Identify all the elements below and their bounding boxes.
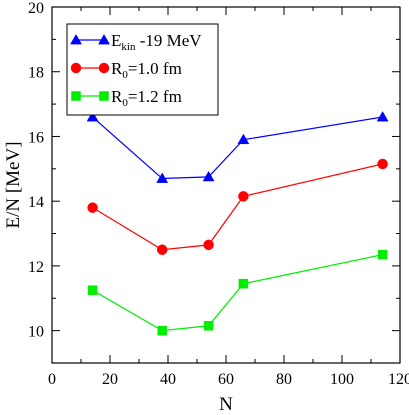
x-tick-label: 100: [330, 371, 354, 388]
data-point: [87, 285, 98, 295]
data-point: [203, 239, 214, 251]
data-point: [202, 170, 215, 182]
data-point: [86, 111, 99, 122]
legend-label-rest: =1.2 fm: [128, 87, 182, 106]
data-point: [157, 325, 167, 336]
y-tick-label: 14: [28, 194, 44, 211]
legend-label-sub: kin: [121, 41, 136, 53]
y-tick-label: 20: [28, 0, 44, 17]
legend-label-sub: 0: [122, 97, 128, 109]
legend-marker-right: [99, 91, 109, 101]
legend-label-rest: =1.0 fm: [128, 59, 182, 78]
legend-label: R0=1.2 fm: [111, 87, 182, 109]
series-line: [92, 163, 383, 251]
plot-area: 0 20 40 60 80 100 120 10 12 14 16 18 20: [28, 0, 409, 388]
legend-label-rest: -19 MeV: [135, 31, 202, 50]
series-line: [92, 116, 383, 180]
legend-marker-left: [70, 33, 82, 45]
legend-label-main: R: [111, 59, 123, 78]
y-tick-label: 12: [28, 259, 44, 276]
y-tick-label: 16: [28, 129, 44, 146]
x-tick-label: 60: [218, 371, 234, 388]
legend-label: R0=1.0 fm: [111, 59, 182, 81]
series-0: [86, 111, 389, 183]
legend-entry-1: R0=1.0 fm: [70, 59, 182, 81]
data-point: [238, 278, 249, 289]
y-tick-label: 10: [28, 324, 44, 341]
legend-label-sub: 0: [122, 69, 128, 81]
legend-box: [66, 23, 219, 116]
x-tick-label: 0: [48, 371, 56, 388]
legend-marker-right: [98, 33, 110, 45]
legend-label-main: E: [111, 31, 121, 50]
x-tick-label: 40: [160, 371, 176, 388]
legend-marker-left: [71, 91, 81, 101]
legend-label: Ekin -19 MeV: [111, 31, 202, 53]
data-point: [156, 172, 169, 183]
x-tick-label: 120: [388, 371, 409, 388]
legend-marker-left: [70, 62, 82, 74]
data-point: [237, 133, 250, 145]
data-point: [203, 321, 214, 331]
data-point: [377, 249, 388, 260]
data-point: [377, 158, 388, 170]
data-point: [87, 202, 98, 213]
data-point: [238, 191, 249, 202]
legend-entry-2: R0=1.2 fm: [71, 87, 182, 109]
series-layer: [86, 111, 389, 336]
x-axis-title: N: [219, 394, 233, 415]
data-point: [156, 244, 168, 255]
series-2: [87, 249, 388, 336]
series-1: [87, 158, 388, 255]
legend-entry-0: Ekin -19 MeV: [70, 31, 202, 53]
series-line: [92, 253, 383, 332]
data-point: [376, 111, 389, 122]
axis-ticks: 0 20 40 60 80 100 120 10 12 14 16 18 20: [28, 0, 409, 388]
x-tick-label: 20: [102, 371, 118, 388]
y-tick-label: 18: [28, 65, 44, 82]
legend-label-main: R: [111, 87, 123, 106]
legend-marker-right: [98, 62, 110, 74]
x-tick-label: 80: [276, 371, 292, 388]
y-axis-title: E/N [MeV]: [3, 141, 24, 228]
